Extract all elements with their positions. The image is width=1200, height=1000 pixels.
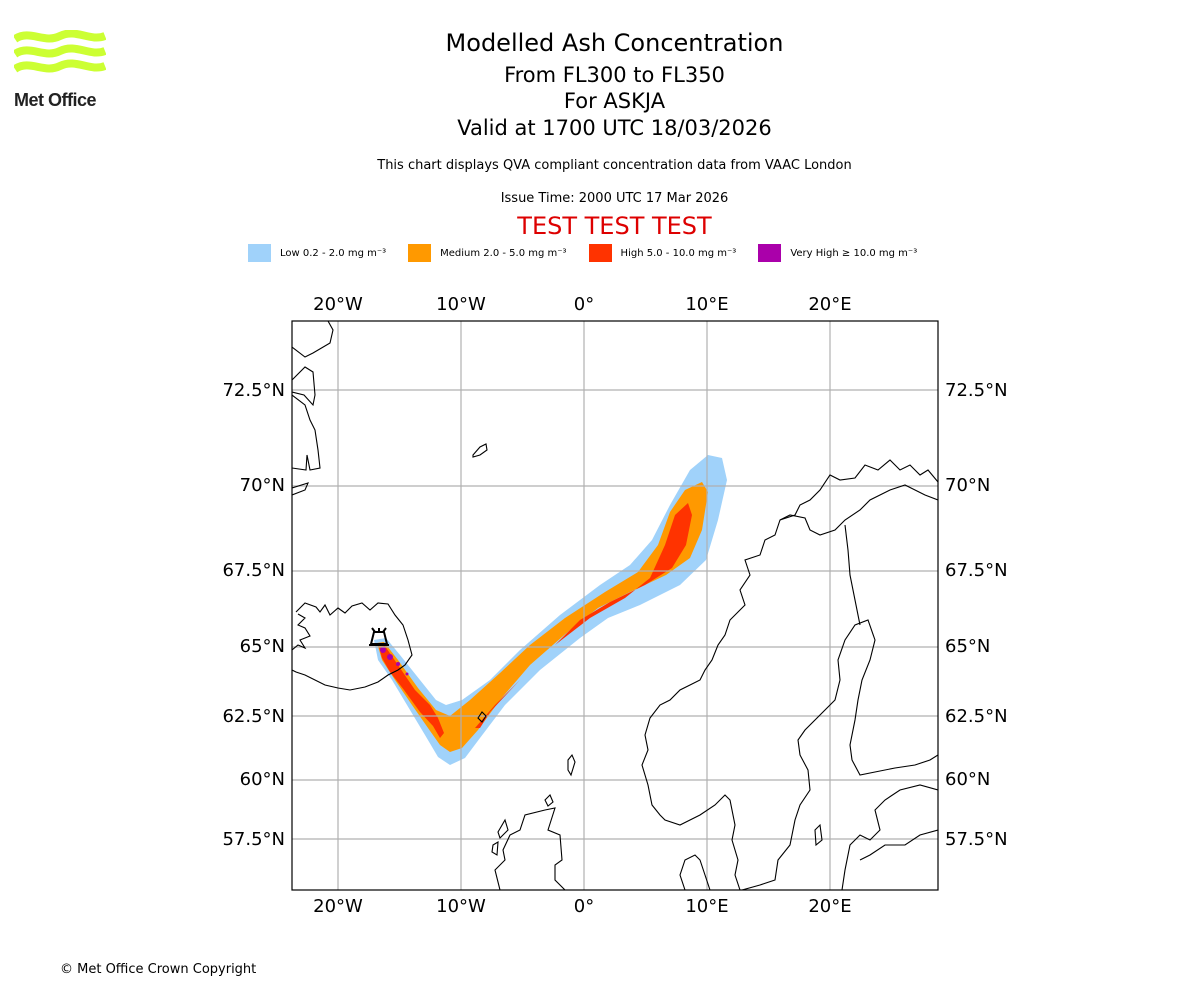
lon-tick-label: 10°W (436, 294, 486, 315)
lat-tick-label: 62.5°N (945, 706, 1008, 727)
plume-very-high (380, 647, 409, 676)
coast-denmark (679, 854, 711, 890)
lat-tick-labels-right: 72.5°N 70°N 67.5°N 65°N 62.5°N 60°N 57.5… (945, 380, 1008, 850)
lat-tick-label: 72.5°N (945, 380, 1008, 401)
flight-level-range: From FL300 to FL350 (504, 63, 725, 87)
coast-iceland (292, 602, 413, 691)
legend-label-low: Low 0.2 - 2.0 mg m⁻³ (280, 247, 387, 259)
lon-tick-label: 20°E (808, 294, 851, 315)
very-high-spot (396, 662, 400, 666)
coast-baltic-states (841, 784, 938, 890)
lat-tick-label: 70°N (945, 475, 990, 496)
coast-greenland (292, 321, 334, 496)
copyright: © Met Office Crown Copyright (60, 962, 257, 977)
coast-gotland (814, 823, 823, 847)
lat-tick-label: 65°N (240, 636, 285, 657)
lon-tick-labels-bottom: 20°W 10°W 0° 10°E 20°E (313, 896, 851, 917)
very-high-spot (387, 654, 393, 660)
legend-label-high: High 5.0 - 10.0 mg m⁻³ (620, 247, 737, 259)
legend-item-high: High 5.0 - 10.0 mg m⁻³ (588, 244, 737, 262)
lat-tick-label: 67.5°N (222, 560, 285, 581)
legend-label-very-high: Very High ≥ 10.0 mg m⁻³ (790, 247, 918, 259)
coast-norway (641, 459, 938, 890)
legend-item-medium: Medium 2.0 - 5.0 mg m⁻³ (408, 244, 567, 262)
legend-swatch-medium (408, 244, 432, 262)
lat-tick-labels-left: 72.5°N 70°N 67.5°N 65°N 62.5°N 60°N 57.5… (222, 380, 285, 850)
legend-swatch-high (588, 244, 612, 262)
plume-high (379, 503, 692, 738)
lon-tick-label: 20°W (313, 896, 363, 917)
ash-plume (374, 455, 727, 765)
coast-sweden-finland (741, 619, 938, 890)
lat-tick-label: 65°N (945, 636, 990, 657)
graticule (292, 321, 938, 890)
valid-time: Valid at 1700 UTC 18/03/2026 (457, 116, 772, 140)
legend: Low 0.2 - 2.0 mg m⁻³ Medium 2.0 - 5.0 mg… (248, 244, 939, 262)
coastlines (292, 321, 938, 890)
coast-orkney (544, 794, 554, 807)
volcano-marker-icon (369, 627, 389, 646)
lat-tick-label: 60°N (240, 769, 285, 790)
lon-tick-label: 0° (574, 294, 594, 315)
coast-faroe (477, 711, 487, 723)
legend-label-medium: Medium 2.0 - 5.0 mg m⁻³ (440, 247, 567, 259)
chart-title: Modelled Ash Concentration (445, 29, 784, 57)
lat-tick-label: 60°N (945, 769, 990, 790)
chart-description: This chart displays QVA compliant concen… (377, 158, 852, 173)
legend-swatch-very-high (758, 244, 782, 262)
issue-time: Issue Time: 2000 UTC 17 Mar 2026 (500, 191, 729, 206)
test-banner: TEST TEST TEST (517, 212, 712, 240)
legend-item-low: Low 0.2 - 2.0 mg m⁻³ (248, 244, 386, 262)
met-office-logo-text: Met Office (14, 90, 97, 110)
lon-tick-label: 20°W (313, 294, 363, 315)
lon-tick-label: 0° (574, 896, 594, 917)
lat-tick-label: 67.5°N (945, 560, 1008, 581)
coast-hebrides (491, 818, 509, 856)
lon-tick-label: 10°E (685, 896, 728, 917)
very-high-spot (405, 672, 409, 676)
lat-tick-label: 62.5°N (222, 706, 285, 727)
lon-tick-label: 10°W (436, 896, 486, 917)
met-office-logo-waves-icon (14, 30, 106, 73)
coast-scotland (494, 807, 566, 890)
lat-tick-label: 70°N (240, 475, 285, 496)
lat-tick-label: 57.5°N (945, 829, 1008, 850)
plume-medium (377, 482, 708, 752)
lon-tick-labels-top: 20°W 10°W 0° 10°E 20°E (313, 294, 851, 315)
lon-tick-label: 10°E (685, 294, 728, 315)
lat-tick-label: 57.5°N (222, 829, 285, 850)
coast-jan-mayen (472, 443, 488, 458)
legend-swatch-low (248, 244, 271, 262)
lon-tick-label: 20°E (808, 896, 851, 917)
lat-tick-label: 72.5°N (222, 380, 285, 401)
map-frame (291, 320, 939, 891)
coast-finland-north (779, 484, 938, 536)
coast-shetland (567, 753, 576, 777)
legend-item-very-high: Very High ≥ 10.0 mg m⁻³ (758, 244, 917, 262)
very-high-spot (380, 647, 386, 653)
coast-bothnia (844, 524, 861, 626)
volcano-name: For ASKJA (563, 89, 666, 113)
